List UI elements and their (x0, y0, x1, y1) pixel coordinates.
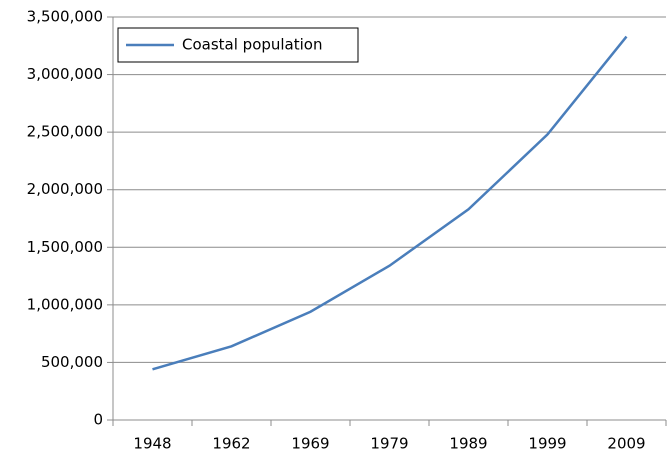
y-tick-label: 3,500,000 (27, 8, 103, 26)
y-tick-label: 2,000,000 (27, 180, 103, 198)
y-tick-label: 500,000 (41, 353, 103, 371)
y-tick-label: 1,500,000 (27, 238, 103, 256)
x-tick-label: 1979 (370, 435, 408, 453)
x-tick-label: 1962 (212, 435, 250, 453)
x-tick-label: 1969 (291, 435, 329, 453)
y-tick-label: 0 (93, 411, 103, 429)
y-tick-label: 2,500,000 (27, 123, 103, 141)
x-tick-label: 1999 (528, 435, 566, 453)
x-tick-label: 1989 (449, 435, 487, 453)
line-series (152, 35, 628, 371)
x-tick-label: 1948 (133, 435, 171, 453)
x-tick-label: 2009 (607, 435, 645, 453)
legend-label: Coastal population (182, 36, 323, 54)
y-tick-label: 3,000,000 (27, 65, 103, 83)
y-tick-label: 1,000,000 (27, 295, 103, 313)
